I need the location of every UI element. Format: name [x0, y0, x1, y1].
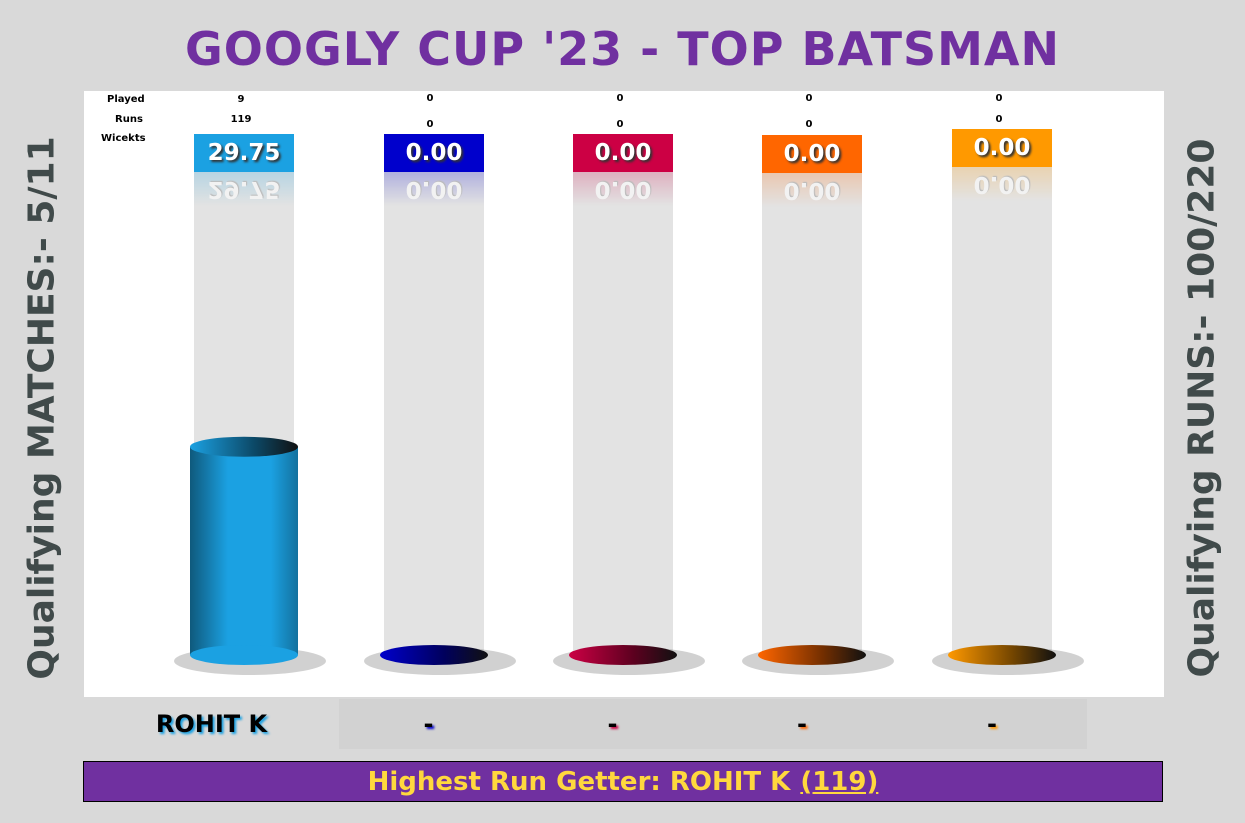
- runs-value-1: 119: [230, 114, 252, 125]
- highest-run-getter-runs: (119): [800, 766, 879, 797]
- played-value-1: 9: [237, 94, 245, 105]
- runs-value-3: 0: [616, 119, 624, 130]
- page-title: GOOGLY CUP '23 - TOP BATSMAN: [185, 22, 1060, 76]
- runs-value-4: 0: [805, 119, 813, 130]
- player-name-2: -: [339, 699, 518, 749]
- value-label-1: 29.75: [194, 134, 294, 172]
- player-name-4: -: [707, 699, 897, 749]
- player-name-1: ROHIT K: [155, 710, 268, 738]
- bar-cylinder-5: [932, 645, 1084, 675]
- column-track-5: [952, 167, 1052, 655]
- column-track-4: [762, 173, 862, 655]
- played-value-3: 0: [616, 93, 624, 104]
- column-track-3: [573, 172, 673, 655]
- played-row-label: Played: [107, 94, 145, 105]
- player-names-row: ROHIT K----: [84, 697, 1164, 753]
- bar-top-1: [190, 436, 298, 457]
- highest-run-getter-text: Highest Run Getter: ROHIT K: [367, 766, 791, 797]
- bar-body-1: [190, 446, 298, 655]
- qualifying-matches-label: Qualifying MATCHES:- 5/11: [21, 136, 63, 680]
- value-label-5: 0.00: [952, 129, 1052, 167]
- bar-cylinder-1: [174, 436, 326, 675]
- bar-cylinder-2: [364, 645, 516, 675]
- runs-value-5: 0: [995, 114, 1003, 125]
- value-label-3: 0.00: [573, 134, 673, 172]
- bar-disk-5: [948, 645, 1056, 665]
- highest-run-getter-banner: Highest Run Getter: ROHIT K (119): [83, 761, 1163, 802]
- played-value-4: 0: [805, 93, 813, 104]
- played-value-5: 0: [995, 93, 1003, 104]
- played-value-2: 0: [426, 93, 434, 104]
- bar-disk-3: [569, 645, 677, 665]
- value-label-2: 0.00: [384, 134, 484, 172]
- bar-cylinder-3: [553, 645, 705, 675]
- value-label-4: 0.00: [762, 135, 862, 173]
- runs-value-2: 0: [426, 119, 434, 130]
- bar-cylinder-4: [742, 645, 894, 675]
- chart-panel: Played Runs Wicekts 9 119 29.75 29.75 0 0 0.00…: [84, 91, 1164, 697]
- player-name-5: -: [897, 699, 1087, 749]
- wickets-row-label: Wicekts: [101, 133, 146, 144]
- qualifying-runs-label: Qualifying RUNS:- 100/220: [1181, 138, 1223, 678]
- player-name-3: -: [518, 699, 707, 749]
- runs-row-label: Runs: [115, 114, 143, 125]
- column-track-2: [384, 172, 484, 655]
- bar-disk-2: [380, 645, 488, 665]
- bar-bottom-1: [190, 645, 298, 665]
- bar-disk-4: [758, 645, 866, 665]
